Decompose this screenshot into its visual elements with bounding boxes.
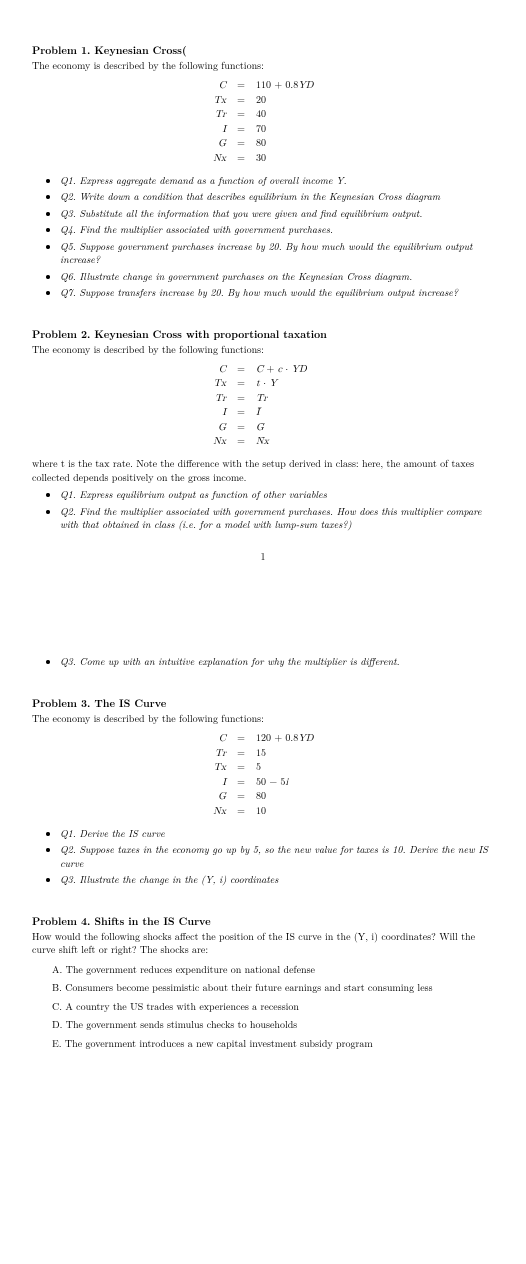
question-item: Q1. Derive the IS curve — [60, 827, 494, 841]
eq-lhs: G — [196, 420, 230, 435]
eq-rhs: 120 + 0.8YD — [252, 732, 330, 747]
eq-lhs: C — [196, 362, 230, 377]
problem-4-title: Problem 4. Shifts in the IS Curve — [32, 915, 494, 929]
problem-2-equations: C=C̄ + c · YDTx=t · YTr=T̄rI=ĪG=ḠNx=N̄x — [196, 362, 330, 449]
eq-rhs: 80 — [252, 137, 330, 152]
shock-item: E. The government introduces a new capit… — [52, 1037, 494, 1051]
shock-item: C. A country the US trades with experien… — [52, 1000, 494, 1014]
problem-3-equations: C=120 + 0.8YDTr=15Tx=5I=50 − 5iG=80Nx=10 — [196, 732, 330, 819]
problem-3-questions: Q1. Derive the IS curve Q2. Suppose taxes… — [32, 827, 494, 887]
page-number: 1 — [32, 550, 494, 564]
eq-lhs: I — [196, 775, 230, 790]
problem-2-title: Problem 2. Keynesian Cross with proporti… — [32, 328, 494, 342]
eq-lhs: Tr — [196, 746, 230, 761]
eq-sign: = — [230, 775, 252, 790]
question-item: Q2. Suppose taxes in the economy go up b… — [60, 843, 494, 870]
eq-sign: = — [230, 151, 252, 166]
eq-sign: = — [230, 362, 252, 377]
eq-lhs: G — [196, 790, 230, 805]
eq-rhs: 50 − 5i — [252, 775, 330, 790]
eq-sign: = — [230, 420, 252, 435]
eq-rhs: 10 — [252, 804, 330, 819]
eq-lhs: Tx — [196, 377, 230, 392]
eq-sign: = — [230, 406, 252, 421]
page-2: Q3. Come up with an intuitive explanatio… — [0, 597, 526, 1090]
question-item: Q3. Come up with an intuitive explanatio… — [60, 655, 494, 669]
eq-sign: = — [230, 746, 252, 761]
question-item: Q1. Express equilibrium output as functi… — [60, 488, 494, 502]
question-item: Q3. Substitute all the information that … — [60, 207, 494, 221]
eq-sign: = — [230, 790, 252, 805]
page-1: Problem 1. Keynesian Cross( The economy … — [0, 0, 526, 597]
problem-2-questions-page1: Q1. Express equilibrium output as functi… — [32, 488, 494, 532]
eq-lhs: C — [196, 732, 230, 747]
eq-rhs: t · Y — [252, 377, 330, 392]
eq-rhs: 110 + 0.8YD — [252, 79, 330, 94]
shock-item: A. The government reduces expenditure on… — [52, 963, 494, 977]
eq-sign: = — [230, 108, 252, 123]
eq-rhs: Ī — [252, 406, 330, 421]
eq-lhs: Nx — [196, 151, 230, 166]
eq-sign: = — [230, 391, 252, 406]
eq-lhs: I — [196, 406, 230, 421]
eq-rhs: 70 — [252, 122, 330, 137]
shock-item: D. The government sends stimulus checks … — [52, 1018, 494, 1032]
eq-lhs: Nx — [196, 804, 230, 819]
eq-rhs: 30 — [252, 151, 330, 166]
eq-rhs: Ḡ — [252, 420, 330, 435]
eq-sign: = — [230, 761, 252, 776]
problem-2-note: where t is the tax rate. Note the differ… — [32, 457, 494, 484]
eq-lhs: I — [196, 122, 230, 137]
problem-1-title: Problem 1. Keynesian Cross( — [32, 44, 494, 58]
problem-2-questions-page2: Q3. Come up with an intuitive explanatio… — [32, 655, 494, 669]
eq-rhs: C̄ + c · YD — [252, 362, 330, 377]
problem-2-desc: The economy is described by the followin… — [32, 343, 494, 357]
eq-sign: = — [230, 804, 252, 819]
question-item: Q2. Find the multiplier associated with … — [60, 505, 494, 532]
question-item: Q3. Illustrate the change in the (Y, i) … — [60, 873, 494, 887]
problem-3-desc: The economy is described by the followin… — [32, 712, 494, 726]
eq-lhs: Tx — [196, 93, 230, 108]
eq-lhs: Tr — [196, 391, 230, 406]
eq-rhs: 40 — [252, 108, 330, 123]
eq-rhs: 5 — [252, 761, 330, 776]
eq-lhs: C — [196, 79, 230, 94]
problem-1-questions: Q1. Express aggregate demand as a functi… — [32, 174, 494, 300]
eq-sign: = — [230, 435, 252, 450]
eq-lhs: Tr — [196, 108, 230, 123]
question-item: Q4. Find the multiplier associated with … — [60, 223, 494, 237]
eq-sign: = — [230, 79, 252, 94]
question-item: Q1. Express aggregate demand as a functi… — [60, 174, 494, 188]
eq-rhs: 15 — [252, 746, 330, 761]
question-item: Q6. Illustrate change in government purc… — [60, 270, 494, 284]
eq-sign: = — [230, 122, 252, 137]
problem-4-shocks: A. The government reduces expenditure on… — [52, 963, 494, 1051]
eq-rhs: 80 — [252, 790, 330, 805]
problem-1-desc: The economy is described by the followin… — [32, 59, 494, 73]
question-item: Q7. Suppose transfers increase by 20. By… — [60, 286, 494, 300]
eq-sign: = — [230, 377, 252, 392]
problem-3-title: Problem 3. The IS Curve — [32, 697, 494, 711]
eq-rhs: T̄r — [252, 391, 330, 406]
shock-item: B. Consumers become pessimistic about th… — [52, 981, 494, 995]
eq-lhs: Nx — [196, 435, 230, 450]
problem-1-equations: C=110 + 0.8YDTx=20Tr=40I=70G=80Nx=30 — [196, 79, 330, 166]
problem-4-desc: How would the following shocks affect th… — [32, 930, 494, 957]
eq-lhs: Tx — [196, 761, 230, 776]
eq-rhs: N̄x — [252, 435, 330, 450]
eq-rhs: 20 — [252, 93, 330, 108]
question-item: Q5. Suppose government purchases increas… — [60, 240, 494, 267]
eq-lhs: G — [196, 137, 230, 152]
eq-sign: = — [230, 137, 252, 152]
question-item: Q2. Write down a condition that describe… — [60, 190, 494, 204]
eq-sign: = — [230, 732, 252, 747]
eq-sign: = — [230, 93, 252, 108]
